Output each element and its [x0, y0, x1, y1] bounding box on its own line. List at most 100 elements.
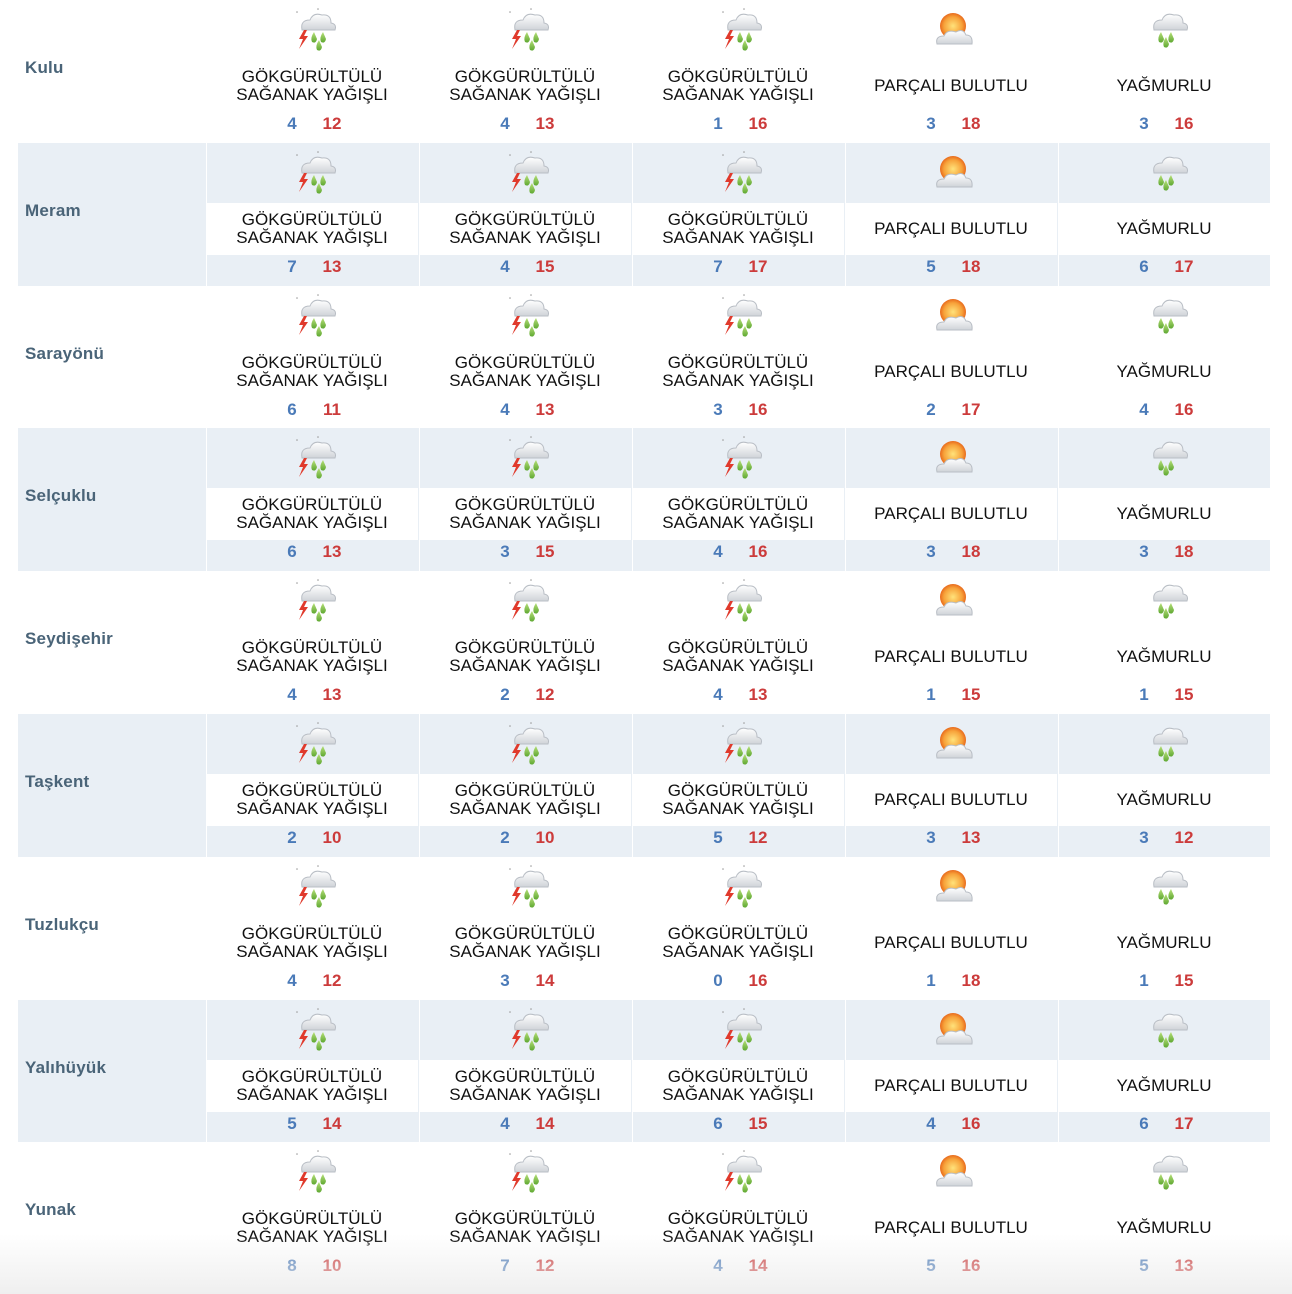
- city-name[interactable]: Sarayönü: [25, 343, 105, 363]
- thunderstorm-rain-icon: [296, 293, 336, 337]
- thunderstorm-rain-icon: [509, 8, 549, 51]
- max-temperature: 17: [961, 399, 981, 419]
- min-temperature: 4: [713, 542, 723, 562]
- temperature-pair: 4 15: [419, 257, 631, 277]
- day-forecast-cell: GÖKGÜRÜLTÜLÜ SAĞANAK YAĞIŞLI 2 12: [419, 571, 631, 714]
- temperature-pair: 5 16: [845, 1256, 1057, 1276]
- condition-text: GÖKGÜRÜLTÜLÜ SAĞANAK YAĞIŞLI: [662, 923, 814, 961]
- city-name[interactable]: Seydişehir: [25, 629, 113, 649]
- temperature-pair: 8 10: [206, 1256, 418, 1276]
- condition-text: YAĞMURLU: [1116, 218, 1212, 238]
- condition-text: PARÇALI BULUTLU: [874, 1075, 1028, 1095]
- day-forecast-cell: PARÇALI BULUTLU 5 16: [845, 1142, 1057, 1285]
- temperature-pair: 6 11: [206, 400, 418, 420]
- min-temperature: 3: [926, 542, 936, 562]
- min-temperature: 2: [500, 685, 510, 705]
- min-temperature: 7: [287, 256, 297, 276]
- max-temperature: 16: [748, 542, 768, 562]
- temperature-pair: 4 14: [419, 1114, 631, 1134]
- temperature-pair: 2 12: [419, 685, 631, 705]
- day-forecast-cell: GÖKGÜRÜLTÜLÜ SAĞANAK YAĞIŞLI 7 17: [632, 142, 844, 286]
- city-name[interactable]: Taşkent: [25, 771, 90, 791]
- max-temperature: 15: [961, 685, 981, 705]
- day-forecast-cell: GÖKGÜRÜLTÜLÜ SAĞANAK YAĞIŞLI 3 16: [632, 286, 844, 429]
- condition-band: [845, 202, 1057, 255]
- condition-text: GÖKGÜRÜLTÜLÜ SAĞANAK YAĞIŞLI: [662, 352, 814, 390]
- max-temperature: 13: [322, 685, 342, 705]
- city-name[interactable]: Selçuklu: [25, 486, 97, 506]
- thunderstorm-rain-icon: [509, 293, 549, 337]
- min-temperature: 4: [287, 970, 297, 990]
- thunderstorm-rain-icon: [296, 579, 336, 622]
- max-temperature: 12: [535, 685, 555, 705]
- day-forecast-cell: YAĞMURLU 1 15: [1058, 571, 1270, 714]
- min-temperature: 3: [713, 399, 723, 419]
- max-temperature: 16: [748, 399, 768, 419]
- min-temperature: 3: [500, 542, 510, 562]
- day-forecast-cell: GÖKGÜRÜLTÜLÜ SAĞANAK YAĞIŞLI 4 13: [419, 0, 631, 143]
- condition-band: [845, 488, 1057, 541]
- rain-icon: [1153, 1156, 1188, 1190]
- temperature-pair: 1 15: [845, 685, 1057, 705]
- day-forecast-cell: GÖKGÜRÜLTÜLÜ SAĞANAK YAĞIŞLI 6 13: [206, 428, 418, 572]
- min-temperature: 5: [926, 1256, 936, 1276]
- condition-text: YAĞMURLU: [1116, 361, 1212, 381]
- day-forecast-cell: YAĞMURLU 4 16: [1058, 286, 1270, 429]
- day-forecast-cell: YAĞMURLU 6 17: [1058, 142, 1270, 286]
- min-temperature: 1: [1139, 685, 1149, 705]
- thunderstorm-rain-icon: [722, 436, 762, 479]
- thunderstorm-rain-icon: [509, 864, 549, 908]
- city-name[interactable]: Meram: [25, 200, 81, 220]
- thunderstorm-rain-icon: [296, 150, 336, 194]
- day-forecast-cell: YAĞMURLU 3 16: [1058, 0, 1270, 143]
- temperature-pair: 5 18: [845, 257, 1057, 277]
- forecast-row: Yalıhüyük GÖKGÜRÜLTÜLÜ SAĞANAK YAĞIŞLI 5 14…: [18, 999, 1270, 1143]
- condition-text: GÖKGÜRÜLTÜLÜ SAĞANAK YAĞIŞLI: [236, 923, 388, 961]
- city-name[interactable]: Yalıhüyük: [25, 1057, 107, 1077]
- thunderstorm-rain-icon: [296, 8, 336, 51]
- day-forecast-cell: GÖKGÜRÜLTÜLÜ SAĞANAK YAĞIŞLI 7 13: [206, 142, 418, 286]
- max-temperature: 12: [535, 1256, 555, 1276]
- forecast-row: Sarayönü GÖKGÜRÜLTÜLÜ SAĞANAK YAĞIŞLI 6 11 G…: [18, 286, 1270, 429]
- day-forecast-cell: GÖKGÜRÜLTÜLÜ SAĞANAK YAĞIŞLI 4 15: [419, 142, 631, 286]
- day-forecast-cell: YAĞMURLU 3 12: [1058, 713, 1270, 857]
- temperature-pair: 2 17: [845, 400, 1057, 420]
- temperature-pair: 7 17: [632, 257, 844, 277]
- condition-text: GÖKGÜRÜLTÜLÜ SAĞANAK YAĞIŞLI: [449, 1209, 601, 1247]
- city-name[interactable]: Kulu: [25, 58, 64, 77]
- min-temperature: 8: [287, 1256, 297, 1276]
- min-temperature: 2: [287, 827, 297, 847]
- condition-text: YAĞMURLU: [1116, 1218, 1212, 1238]
- city-name[interactable]: Yunak: [25, 1200, 77, 1220]
- day-forecast-cell: GÖKGÜRÜLTÜLÜ SAĞANAK YAĞIŞLI 0 16: [632, 857, 844, 1000]
- max-temperature: 13: [322, 542, 342, 562]
- temperature-pair: 1 15: [1058, 685, 1270, 705]
- max-temperature: 15: [535, 256, 555, 276]
- condition-text: GÖKGÜRÜLTÜLÜ SAĞANAK YAĞIŞLI: [449, 1066, 601, 1104]
- max-temperature: 13: [961, 827, 981, 847]
- partly-cloudy-icon: [936, 726, 973, 759]
- min-temperature: 1: [713, 114, 723, 133]
- forecast-row: Selçuklu GÖKGÜRÜLTÜLÜ SAĞANAK YAĞIŞLI 6 13 G…: [18, 428, 1270, 572]
- rain-icon: [1153, 299, 1188, 334]
- temperature-pair: 4 13: [419, 114, 631, 134]
- city-name[interactable]: Tuzlukçu: [25, 914, 100, 934]
- temperature-pair: 1 15: [1058, 971, 1270, 991]
- condition-text: PARÇALI BULUTLU: [874, 76, 1028, 95]
- thunderstorm-rain-icon: [296, 864, 336, 908]
- max-temperature: 18: [961, 256, 981, 276]
- max-temperature: 14: [535, 970, 555, 990]
- partly-cloudy-icon: [936, 1155, 973, 1187]
- max-temperature: 13: [748, 685, 768, 705]
- thunderstorm-rain-icon: [509, 436, 549, 479]
- max-temperature: 12: [322, 114, 342, 133]
- forecast-row: Kulu GÖKGÜRÜLTÜLÜ SAĞANAK YAĞIŞLI 4 12 GÖKGÜ…: [18, 0, 1270, 143]
- max-temperature: 12: [1174, 827, 1194, 847]
- min-temperature: 3: [1139, 827, 1149, 847]
- max-temperature: 13: [535, 399, 555, 419]
- max-temperature: 14: [535, 1113, 555, 1133]
- condition-band: [845, 773, 1057, 826]
- max-temperature: 18: [961, 114, 981, 133]
- min-temperature: 4: [713, 1256, 723, 1276]
- condition-band: [206, 202, 418, 255]
